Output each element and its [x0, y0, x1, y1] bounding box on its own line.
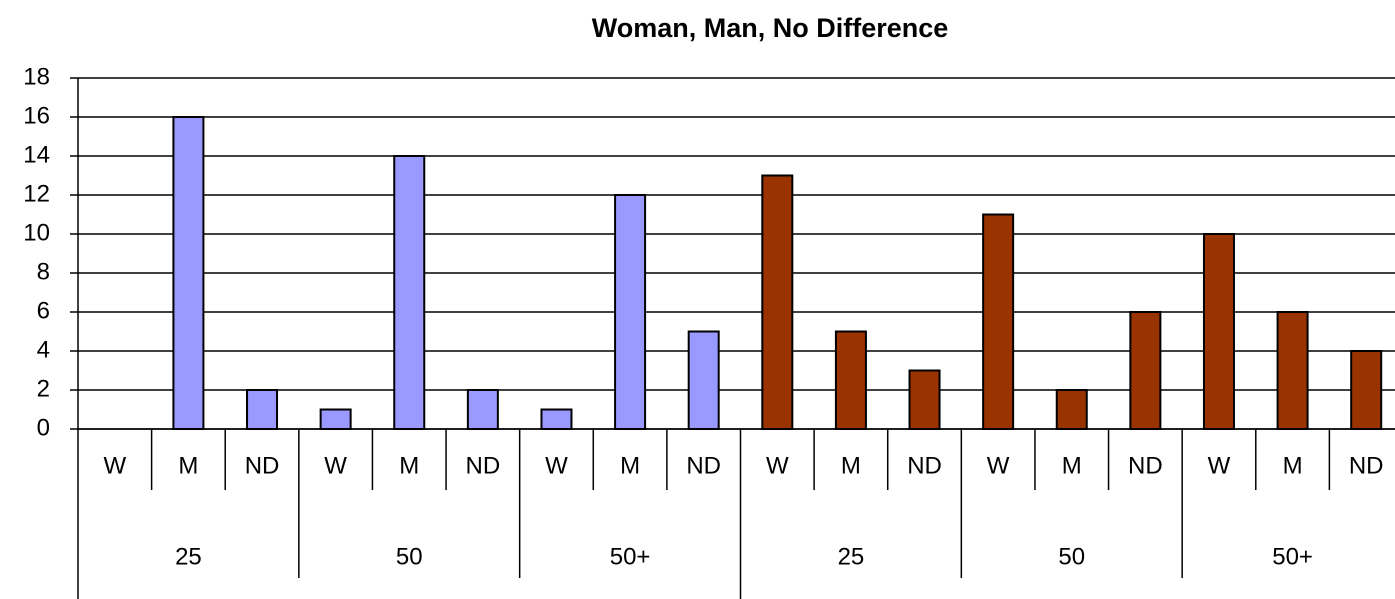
- x-tick-label: ND: [686, 452, 721, 479]
- subgroup-label: 50: [1058, 543, 1085, 570]
- y-tick-label: 14: [23, 141, 50, 168]
- x-tick-label: ND: [245, 452, 280, 479]
- bar: [982, 213, 1015, 430]
- y-tick-label: 8: [37, 258, 50, 285]
- subgroup-label: 50: [396, 543, 423, 570]
- x-tick-label: ND: [1349, 452, 1384, 479]
- y-tick-label: 4: [37, 336, 50, 363]
- x-tick-label: ND: [1128, 452, 1163, 479]
- bar: [1350, 350, 1383, 430]
- bar: [393, 155, 426, 430]
- bar: [1055, 389, 1088, 430]
- bar: [614, 194, 647, 430]
- x-tick-label: ND: [907, 452, 942, 479]
- subgroup-label: 25: [175, 543, 202, 570]
- x-tick-label: M: [399, 452, 419, 479]
- x-tick-label: W: [987, 452, 1010, 479]
- bar: [1129, 311, 1162, 430]
- x-tick-label: M: [620, 452, 640, 479]
- bar: [319, 408, 352, 430]
- x-tick-label: W: [545, 452, 568, 479]
- y-tick-label: 18: [23, 63, 50, 90]
- x-tick-label: M: [841, 452, 861, 479]
- x-tick-label: M: [1062, 452, 1082, 479]
- subgroup-label: 25: [838, 543, 865, 570]
- x-tick-label: W: [324, 452, 347, 479]
- y-tick-label: 6: [37, 297, 50, 324]
- y-tick-label: 10: [23, 219, 50, 246]
- y-tick-label: 16: [23, 102, 50, 129]
- x-tick-label: M: [1283, 452, 1303, 479]
- bar: [1202, 233, 1235, 430]
- subgroup-label: 50+: [610, 543, 651, 570]
- x-tick-label: W: [1208, 452, 1231, 479]
- bar: [172, 116, 205, 430]
- x-tick-label: W: [103, 452, 126, 479]
- bar: [466, 389, 499, 430]
- bar: [540, 408, 573, 430]
- x-tick-label: ND: [466, 452, 501, 479]
- bar: [1276, 311, 1309, 430]
- chart-title: Woman, Man, No Difference: [592, 13, 949, 43]
- y-tick-label: 12: [23, 180, 50, 207]
- subgroup-label: 50+: [1272, 543, 1313, 570]
- bar: [687, 330, 720, 430]
- bar: [834, 330, 867, 430]
- bar: [908, 369, 941, 430]
- bar: [246, 389, 279, 430]
- x-tick-label: M: [178, 452, 198, 479]
- y-tick-label: 2: [37, 375, 50, 402]
- x-tick-label: W: [766, 452, 789, 479]
- y-tick-label: 0: [37, 414, 50, 441]
- bar: [761, 174, 794, 430]
